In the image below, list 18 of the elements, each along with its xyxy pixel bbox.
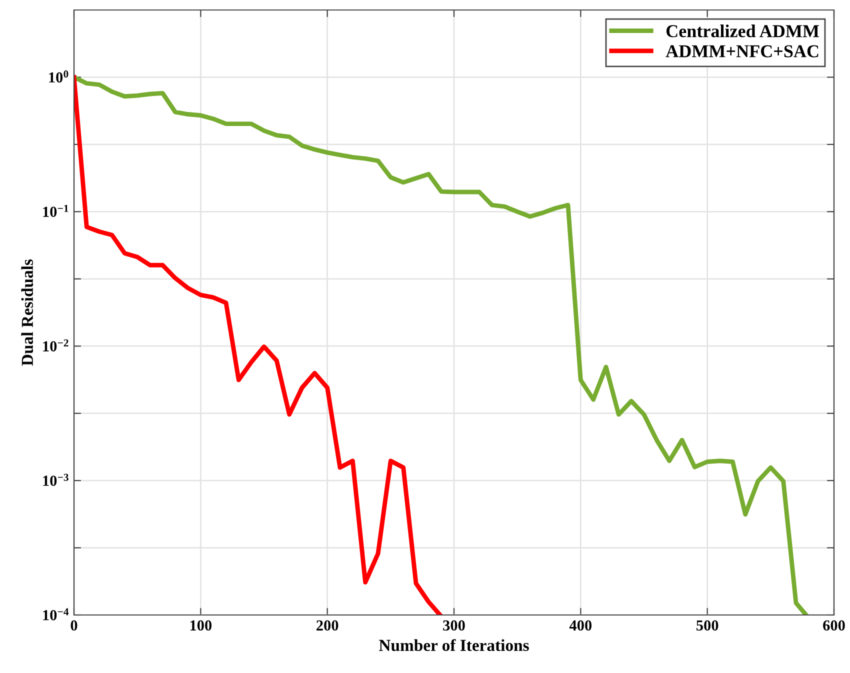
line-series bbox=[74, 74, 442, 615]
y-tick-label: 10$^{−2}$ bbox=[43, 339, 68, 352]
x-tick-label: 400 bbox=[569, 620, 592, 631]
y-axis-title: Dual Residuals bbox=[21, 259, 34, 366]
legend-label: Centralized ADMM bbox=[666, 24, 819, 38]
x-axis-title: Number of Iterations bbox=[379, 639, 529, 652]
y-tick-label: 10$^{−1}$ bbox=[43, 204, 68, 217]
legend-label: ADMM+NFC+SAC bbox=[666, 45, 818, 58]
x-tick-label: 200 bbox=[316, 620, 338, 631]
y-tick-label: 10$^{−3}$ bbox=[43, 474, 68, 486]
y-tick-label: 10$^{−4}$ bbox=[43, 608, 69, 620]
x-tick-label: 0 bbox=[70, 620, 78, 631]
x-tick-label: 100 bbox=[190, 620, 212, 631]
y-tick-label: 10$^{0}$ bbox=[49, 70, 68, 83]
line-series bbox=[74, 74, 808, 615]
x-tick-label: 600 bbox=[823, 620, 845, 631]
x-tick-label: 500 bbox=[696, 620, 718, 631]
x-tick-label: 300 bbox=[443, 620, 465, 631]
